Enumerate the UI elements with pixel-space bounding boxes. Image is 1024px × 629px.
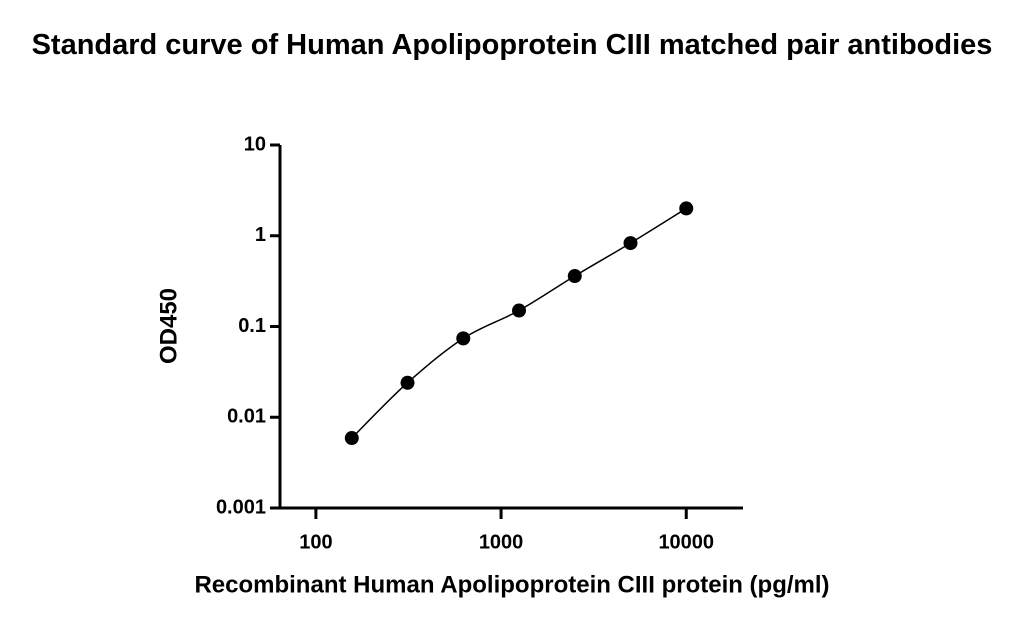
chart-title: Standard curve of Human Apolipoprotein C…	[31, 29, 993, 61]
data-point	[456, 331, 471, 346]
x-tick-label: 100	[299, 531, 332, 553]
y-tick-label: 0.01	[227, 406, 266, 428]
y-tick-label: 0.1	[238, 315, 266, 337]
x-tick-label: 10000	[658, 531, 714, 553]
data-point	[679, 201, 694, 216]
data-point	[623, 236, 638, 251]
y-tick-label: 1	[255, 224, 266, 246]
y-tick-label: 0.001	[216, 496, 266, 518]
data-point	[512, 303, 527, 318]
y-axis-label: OD450	[155, 288, 182, 364]
y-tick-label: 10	[244, 133, 266, 155]
x-axis-label: Recombinant Human Apolipoprotein CIII pr…	[194, 571, 829, 598]
x-tick-label: 1000	[479, 531, 524, 553]
data-point	[400, 375, 415, 390]
data-point	[344, 431, 359, 446]
data-point	[567, 269, 582, 284]
